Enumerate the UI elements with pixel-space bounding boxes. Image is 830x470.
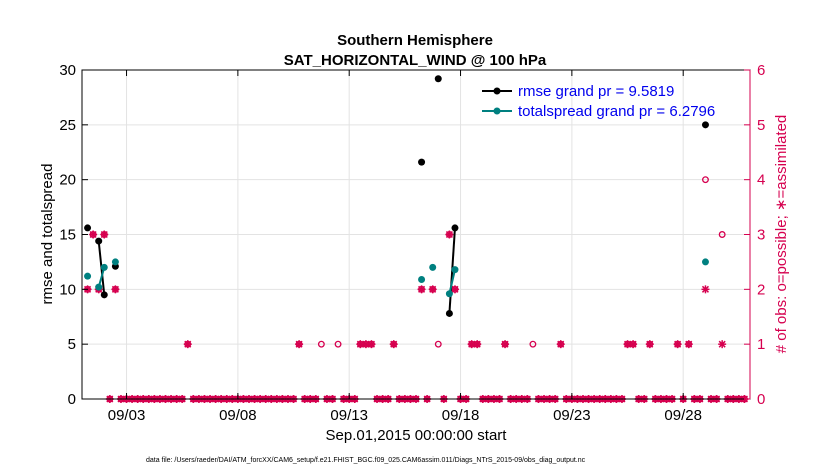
y2-tick-label: 1 [757,336,765,353]
legend-rmse-label: rmse grand pr = 9.5819 [518,83,674,100]
obs-possible-marker [718,231,726,238]
obs-assimilated-marker [445,230,454,239]
obs-possible-marker [702,176,709,184]
y-tick-label: 10 [59,281,76,298]
obs-assimilated-marker [100,230,109,239]
y-axis-label: rmse and totalspread [39,164,56,305]
obs-assimilated-marker [428,285,437,294]
spread-point [429,263,437,271]
legend-spread-marker [493,107,501,115]
y2-tick-label: 4 [757,172,765,189]
y2-tick-label: 5 [757,117,765,134]
obs-assimilated-marker [89,230,98,239]
y2-tick-label: 3 [757,227,765,244]
x-tick-label: 09/03 [108,407,146,424]
obs-assimilated-marker [673,340,682,349]
y2-tick-label: 6 [757,62,765,79]
legend-spread-label: totalspread grand pr = 6.2796 [518,103,715,120]
rmse-point [701,121,709,129]
spread-point [95,283,103,291]
rmse-point [95,237,103,245]
obs-assimilated-marker [701,285,710,294]
y-axis-left: 0 5 10 15 20 25 30 [59,62,88,408]
obs-assimilated-marker [645,340,654,349]
obs-possible-marker [317,340,325,348]
obs-assimilated-marker [450,285,459,294]
x-tick-label: 09/13 [330,407,368,424]
spread-point [701,258,709,266]
rmse-point [451,224,459,232]
spread-point [111,258,119,266]
obs-possible-marker [434,340,442,348]
obs-assimilated-marker [389,340,398,349]
obs-assimilated-marker [361,340,370,349]
spread-point [445,290,453,298]
x-tick-label: 09/08 [219,407,257,424]
obs-assimilated-marker [501,340,510,349]
obs-assimilated-marker [718,340,727,349]
rmse-point [100,291,108,299]
series-layer [84,75,709,317]
rmse-point [434,75,442,83]
y-tick-label: 5 [68,336,76,353]
spread-segment [448,269,456,294]
obs-assimilated-marker [295,340,304,349]
spread-point [418,275,426,283]
spread-point [100,263,108,271]
y2-axis-label: # of obs: o=possible; ∗=assimilated [773,115,790,354]
chart-title: Southern Hemisphere [337,32,493,49]
legend-rmse-marker [493,87,501,95]
obs-possible-marker [529,340,537,348]
obs-assimilated-marker [684,340,693,349]
x-tick-label: 09/18 [442,407,480,424]
rmse-point [418,158,426,166]
y-tick-label: 30 [59,62,76,79]
obs-assimilated-marker [629,340,638,349]
x-tick-label: 09/23 [553,407,591,424]
rmse-point [445,309,453,317]
obs-assimilated-marker [183,340,192,349]
y2-tick-label: 0 [757,391,765,408]
rmse-point [84,224,92,232]
spread-point [84,272,92,280]
obs-assimilated-marker [111,285,120,294]
obs-assimilated-marker [367,340,376,349]
y-tick-label: 0 [68,391,76,408]
y-tick-label: 15 [59,227,76,244]
spread-point [451,266,459,274]
x-axis-label: Sep.01,2015 00:00:00 start [326,427,508,444]
obs-assimilated-marker [473,340,482,349]
obs-assimilated-marker [556,340,565,349]
y2-tick-label: 2 [757,281,765,298]
obs-possible-marker [334,340,342,348]
obs-assimilated-marker [417,285,426,294]
data-file-note: data file: /Users/raeder/DAI/ATM_forcXX/… [146,457,586,464]
chart-subtitle: SAT_HORIZONTAL_WIND @ 100 hPa [284,52,547,69]
y-axis-right: 0 1 2 3 4 5 6 [744,62,765,408]
y-tick-label: 20 [59,172,76,189]
x-axis: 09/03 09/08 09/13 09/18 09/23 09/28 [108,70,702,424]
obs-layer [83,176,749,403]
y-tick-label: 25 [59,117,76,134]
x-tick-label: 09/28 [664,407,702,424]
legend: rmse grand pr = 9.5819 totalspread grand… [482,83,715,120]
